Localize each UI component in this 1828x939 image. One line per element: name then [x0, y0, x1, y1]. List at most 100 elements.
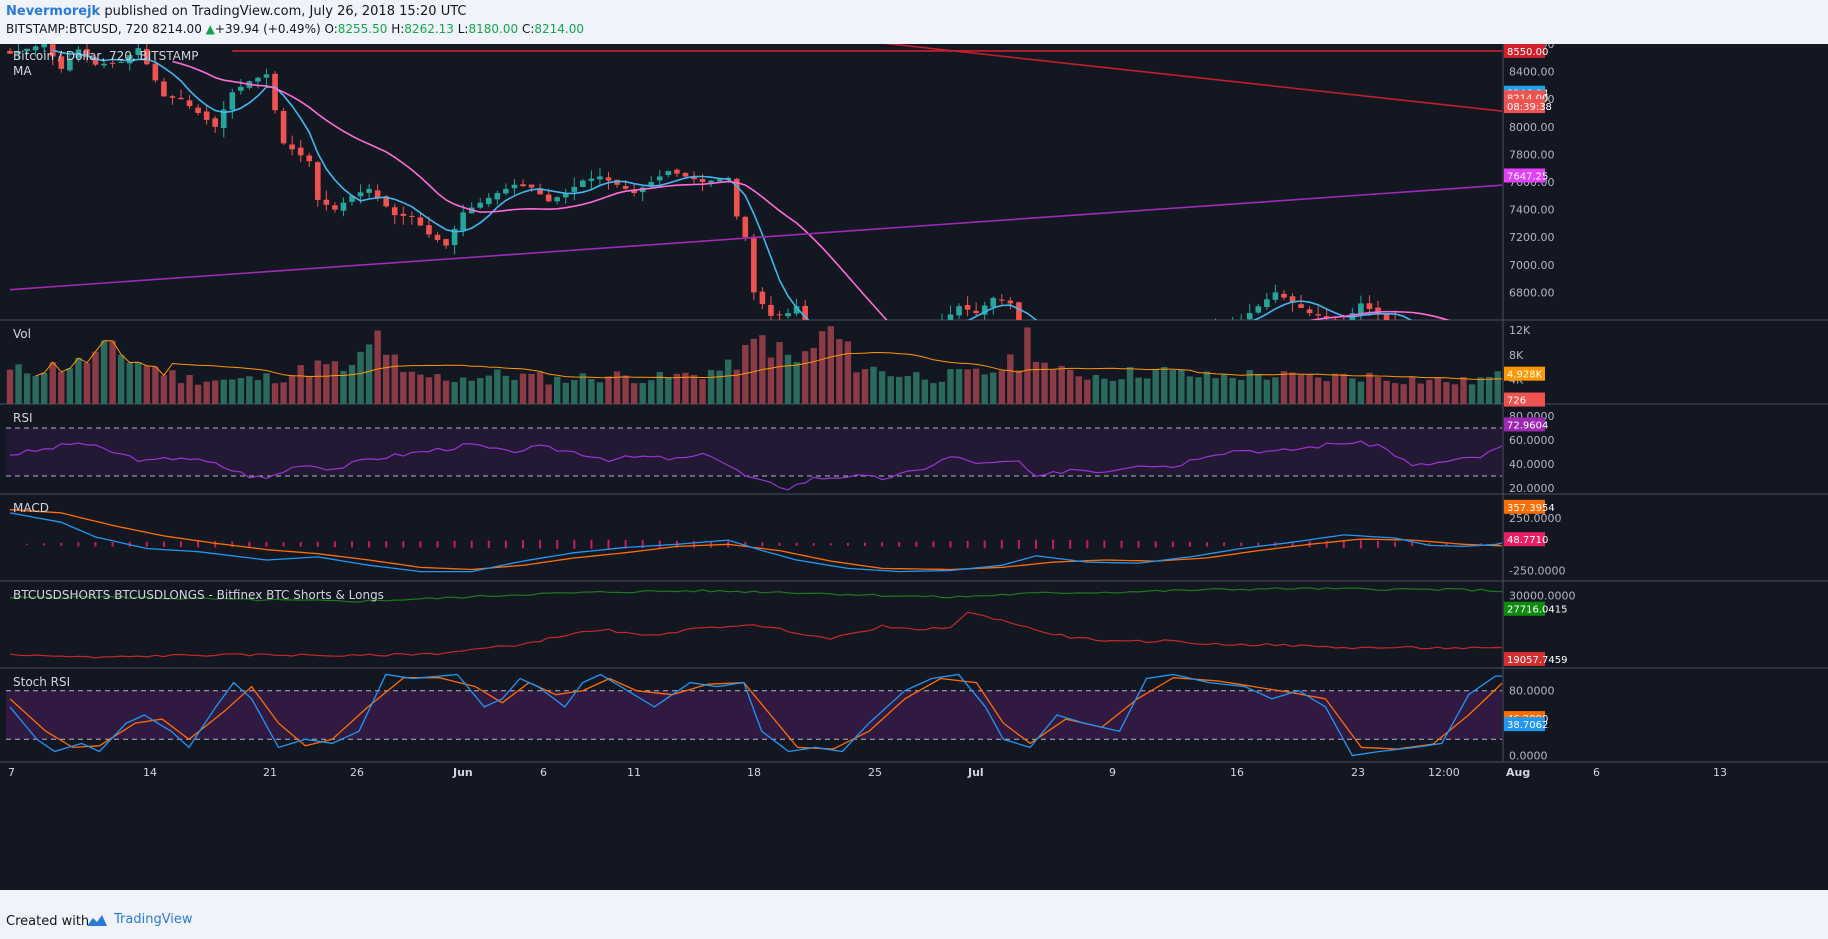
volume-bar [836, 339, 843, 404]
macd-hist-bar [162, 541, 165, 548]
tradingview-link[interactable]: TradingView [86, 912, 193, 927]
macd-hist-bar [231, 541, 234, 548]
volume-bar [1734, 400, 1740, 404]
volume-bar [1049, 369, 1057, 404]
macd-signal-line [9, 509, 1502, 571]
macd-label-0: 357.3954 [1507, 503, 1555, 514]
volume-bar [1451, 384, 1459, 404]
rsi-tick-label: 40.0000 [1509, 458, 1555, 471]
candle-body [1435, 336, 1441, 341]
candle-body [947, 314, 954, 320]
candle-body [477, 202, 484, 208]
candle-body [1392, 320, 1398, 323]
macd-hist-bar [1668, 541, 1670, 547]
rsi-pane-title: RSI [13, 411, 33, 425]
volume-bar [1657, 356, 1663, 404]
volume-bar [1409, 377, 1416, 404]
candle-body [357, 192, 364, 197]
ma-slow-line [172, 60, 1451, 320]
candle-body [562, 193, 569, 198]
volume-bar [1563, 359, 1569, 404]
macd-hist-bar [812, 543, 815, 546]
macd-hist-bar [1616, 540, 1618, 549]
time-tick-label: 11 [627, 766, 641, 779]
candle-body [400, 213, 407, 216]
candle-body [537, 188, 543, 195]
volume-bar [58, 371, 65, 404]
publisher-link[interactable]: Nevermorejk [6, 4, 101, 19]
candle-body [1093, 360, 1099, 362]
volume-bar [878, 371, 886, 404]
candle-body [682, 172, 689, 177]
shorts-longs-label-0: 27716.0415 [1507, 605, 1567, 616]
volume-bar [947, 369, 954, 404]
volume-bar [861, 369, 869, 404]
candle-body [931, 332, 937, 340]
volume-bar [374, 330, 381, 404]
volume-bar [1246, 369, 1253, 404]
candle-body [1598, 210, 1604, 222]
volume-bar [1067, 369, 1074, 404]
high-label: H: [391, 22, 405, 36]
volume-bar [1109, 380, 1117, 404]
price-label-2: 8214.00 [1507, 93, 1548, 104]
shorts-longs-pane-title: BTCUSDSHORTS BTCUSDLONGS - Bitfinex BTC … [13, 588, 384, 602]
candle-body [178, 97, 184, 100]
volume-bar [15, 364, 22, 404]
macd-hist-bar [932, 541, 935, 548]
volume-bar [1340, 373, 1347, 404]
candle-body [1580, 189, 1586, 200]
volume-bar [870, 366, 877, 404]
high-value: 8262.13 [404, 22, 454, 36]
shorts-longs-label-0-bg [1504, 601, 1545, 616]
volume-bar [288, 375, 296, 404]
volume-bar [1383, 380, 1390, 404]
candle-body [306, 155, 313, 162]
tradingview-brand: TradingView [114, 912, 193, 927]
candle-body [409, 215, 415, 217]
volume-bar [485, 375, 492, 404]
candle-body [1315, 314, 1321, 316]
price-tick-label: 6800.00 [1509, 286, 1555, 299]
volume-bar [1468, 384, 1476, 404]
volume-bar [1648, 375, 1654, 404]
volume-bar [41, 372, 48, 404]
macd-hist-bar [1240, 542, 1243, 547]
candle-body [699, 179, 706, 182]
candle-body [674, 169, 680, 174]
macd-hist-bar [1069, 539, 1072, 549]
volume-bar [716, 370, 723, 404]
volume-bar [425, 377, 433, 404]
volume-bar [1571, 373, 1577, 404]
price-pane [7, 44, 1828, 362]
volume-bar [844, 341, 852, 404]
macd-hist-bar [693, 540, 695, 548]
volume-bar [1717, 360, 1723, 404]
candle-body [1059, 355, 1065, 356]
chart-canvas[interactable]: 8600.008400.008200.008000.007800.007600.… [0, 44, 1828, 890]
volume-bar [767, 357, 775, 404]
candle-body [1709, 71, 1715, 76]
volume-bar [887, 376, 894, 404]
volume-bar [1143, 378, 1151, 404]
candle-body [1110, 358, 1116, 359]
volume-bar [391, 354, 398, 404]
candle-body [751, 236, 757, 293]
volume-bar [1152, 369, 1159, 404]
volume-bar [1631, 379, 1637, 404]
volume-bar [160, 375, 168, 404]
candles [7, 44, 1715, 362]
candle-body [665, 170, 672, 176]
chart-area[interactable]: 8600.008400.008200.008000.007800.007600.… [0, 44, 1828, 890]
macd-hist-bar [1223, 542, 1226, 547]
trend-line-lower-support [1720, 281, 1828, 347]
volume-bar [1691, 332, 1697, 404]
macd-hist-bar [1428, 543, 1431, 546]
volume-bar [1580, 367, 1586, 404]
volume-bar [639, 382, 646, 404]
volume-bar [511, 379, 518, 404]
candle-body [451, 228, 458, 245]
trend-line-support [9, 184, 1502, 291]
volume-bar [314, 360, 321, 404]
volume-bar [827, 326, 834, 404]
